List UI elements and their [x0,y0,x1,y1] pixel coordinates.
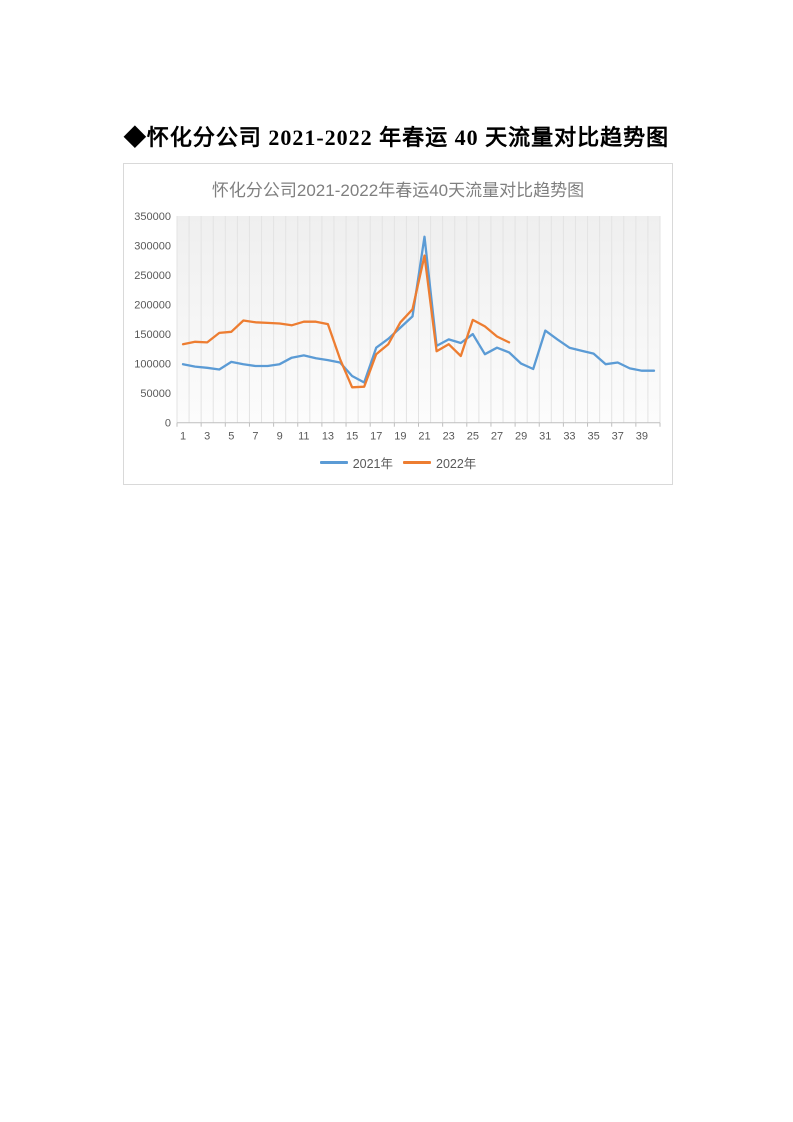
x-axis-label: 5 [228,431,234,443]
legend-item-2021: 2021年 [319,453,393,472]
x-axis-label: 15 [346,431,358,443]
x-axis-label: 29 [515,431,527,443]
chart-legend: 2021年 2022年 [124,453,672,472]
page-title: ◆怀化分公司 2021-2022 年春运 40 天流量对比趋势图 [123,125,670,150]
x-axis-label: 35 [587,431,599,443]
plot-area: 0 50000 100000 150000 200000 250000 300000 3500… [134,211,661,443]
x-axis-label: 23 [443,431,455,443]
x-axis-label: 37 [612,431,624,443]
x-axis-label: 11 [298,431,309,443]
x-axis-label: 25 [467,431,479,443]
x-axis-label: 27 [491,431,503,443]
x-axis-label: 9 [277,431,283,443]
x-axis-label: 39 [636,431,648,443]
y-axis-label: 200000 [134,299,171,311]
y-axis-label: 0 [165,418,171,430]
x-axis-label: 17 [370,431,382,443]
y-axis-label: 150000 [134,329,171,341]
series-line-2021年 [181,235,656,384]
y-axis-label: 250000 [134,270,171,282]
series-line-2022年 [181,254,511,389]
y-axis-label: 350000 [134,211,171,223]
x-axis-label: 3 [204,431,210,443]
x-axis-label: 19 [394,431,406,443]
x-axis-label: 1 [180,431,186,443]
legend-label-2022: 2022年 [436,457,477,471]
y-axis-label: 100000 [134,358,171,370]
chart-title: 怀化分公司2021-2022年春运40天流量对比趋势图 [211,181,585,200]
legend-line-swatch-2021 [319,461,348,464]
chart-svg: 0 50000 100000 150000 200000 250000 300000 3500… [134,211,661,443]
x-axis-label: 33 [563,431,575,443]
x-axis-label: 31 [539,431,551,443]
y-axis-label: 300000 [134,240,171,252]
y-axis-label: 50000 [140,388,171,400]
legend-label-2021: 2021年 [352,457,393,471]
x-axis-label: 7 [252,431,258,443]
legend-item-2022: 2022年 [403,453,476,472]
legend-line-swatch-2022 [403,461,431,464]
x-axis-label: 13 [322,431,334,443]
x-axis-label: 21 [418,431,430,443]
chart-frame[interactable]: 怀化分公司2021-2022年春运40天流量对比趋势图 0 50000 100000… [123,163,673,485]
